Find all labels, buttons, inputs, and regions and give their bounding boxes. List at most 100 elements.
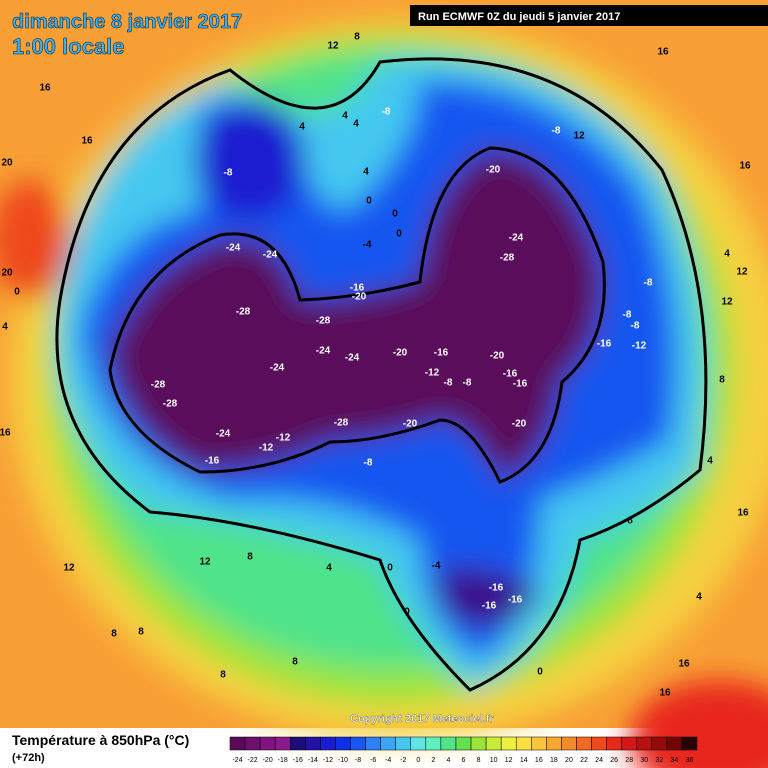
colorbar-tick-label: -22 (248, 757, 258, 764)
colorbar-swatch (546, 736, 562, 751)
map-label: -16 (482, 601, 497, 612)
map-label: 4 (707, 456, 713, 467)
map-label: 16 (739, 161, 751, 172)
map-label: -16 (508, 595, 523, 606)
colorbar-swatch (244, 736, 261, 751)
map-label: 8 (247, 552, 253, 563)
colorbar-tick-label: 0 (416, 757, 420, 764)
colorbar-tick-label: -20 (263, 757, 273, 764)
colorbar-tick-label: -16 (293, 757, 303, 764)
map-label: 12 (573, 131, 585, 142)
map-label: 16 (657, 47, 669, 58)
colorbar-tick-label: 22 (580, 757, 588, 764)
map-label: -28 (236, 307, 251, 318)
colorbar-swatch (636, 736, 653, 751)
colorbar-tick-label: -8 (355, 757, 361, 764)
map-label: 0 (396, 229, 402, 240)
map-label: -24 (216, 429, 231, 440)
map-label: 0 (366, 196, 372, 207)
map-label: -20 (393, 348, 408, 359)
map-label: -4 (432, 561, 441, 572)
colorbar-tick-label: -12 (323, 757, 333, 764)
colorbar-tick-label: 10 (490, 757, 498, 764)
colorbar-swatch (681, 736, 698, 751)
map-label: -12 (276, 433, 291, 444)
map-label: -8 (631, 321, 640, 332)
map-label: -8 (444, 378, 453, 389)
map-label: 12 (327, 41, 339, 52)
colorbar-swatch (395, 736, 412, 751)
colorbar-swatch (259, 736, 276, 751)
map-label: 4 (326, 563, 332, 574)
map-label: -24 (509, 233, 524, 244)
colorbar-tick-label: 16 (535, 757, 543, 764)
map-label: -8 (552, 126, 561, 137)
map-label: -28 (151, 380, 166, 391)
colorbar-tick-label: 28 (625, 757, 633, 764)
copyright: Copyright 2017 Meteociel.fr (350, 713, 494, 725)
colorbar-tick-label: -18 (278, 757, 288, 764)
colorbar-swatch (290, 736, 306, 751)
map-label: 16 (678, 659, 690, 670)
map-label: 12 (721, 297, 733, 308)
colorbar-swatch (425, 736, 442, 751)
map-label: -20 (512, 419, 527, 430)
map-time: 1:00 locale (12, 34, 125, 59)
colorbar-tick-label: 34 (671, 757, 679, 764)
colorbar-swatch (485, 736, 502, 751)
map-label: -28 (500, 253, 515, 264)
map-label: -24 (316, 346, 331, 357)
map-label: -16 (489, 583, 504, 594)
colorbar: -24 -22 -20 -18 -16 -14 -12 -10 -8 -6 -4 -2 0 2 4 6 8 10 1… (229, 736, 698, 764)
map-label: -16 (434, 348, 449, 359)
map-label: -20 (403, 419, 418, 430)
map-label: -8 (623, 310, 632, 321)
colorbar-swatch (410, 736, 427, 751)
run-box (410, 5, 768, 26)
map-label: 4 (724, 249, 730, 260)
colorbar-swatch (515, 736, 532, 751)
map-label: 8 (292, 657, 298, 668)
colorbar-swatch (500, 736, 517, 751)
colorbar-tick-label: -14 (308, 757, 318, 764)
map-labels: -8-24-24-28-28-24-24-24-28-28-24 -12-12-1… (0, 32, 751, 699)
map-label: 0 (14, 287, 20, 298)
colorbar-tick-label: 36 (686, 757, 694, 764)
map-label: -8 (463, 378, 472, 389)
map-label: 4 (353, 119, 359, 130)
colorbar-tick-label: 12 (505, 757, 513, 764)
map-label: -16 (597, 339, 612, 350)
colorbar-tick-label: 18 (550, 757, 558, 764)
map-label: 4 (2, 322, 8, 333)
map-label: 12 (199, 557, 211, 568)
map-label: -12 (632, 341, 647, 352)
colorbar-swatch (561, 736, 577, 751)
map-label: -12 (425, 368, 440, 379)
colorbar-tick-label: 2 (431, 757, 435, 764)
map-label: 4 (342, 111, 348, 122)
map-label: -16 (503, 369, 518, 380)
map-label: -20 (352, 292, 367, 303)
colorbar-swatch (606, 736, 622, 751)
map-label: -24 (226, 243, 241, 254)
map-label: -28 (316, 316, 331, 327)
map-label: 0 (404, 607, 410, 618)
colorbar-tick-label: -2 (400, 757, 406, 764)
colorbar-swatch (531, 736, 547, 751)
map-label: -24 (345, 353, 360, 364)
colorbar-swatch (591, 736, 607, 751)
colorbar-tick-label: 20 (565, 757, 573, 764)
map-label: 4 (363, 167, 369, 178)
colorbar-swatch (470, 736, 487, 751)
map-label: 16 (39, 83, 51, 94)
colorbar-tick-label: 30 (640, 757, 648, 764)
map-label: -12 (259, 443, 274, 454)
map-label: 16 (737, 508, 749, 519)
colorbar-swatch (305, 736, 321, 751)
colorbar-swatch (621, 736, 637, 751)
colorbar-tick-label: -10 (338, 757, 348, 764)
map-label: 20 (1, 268, 13, 279)
map-label: -20 (486, 165, 501, 176)
colorbar-swatch (350, 736, 366, 751)
